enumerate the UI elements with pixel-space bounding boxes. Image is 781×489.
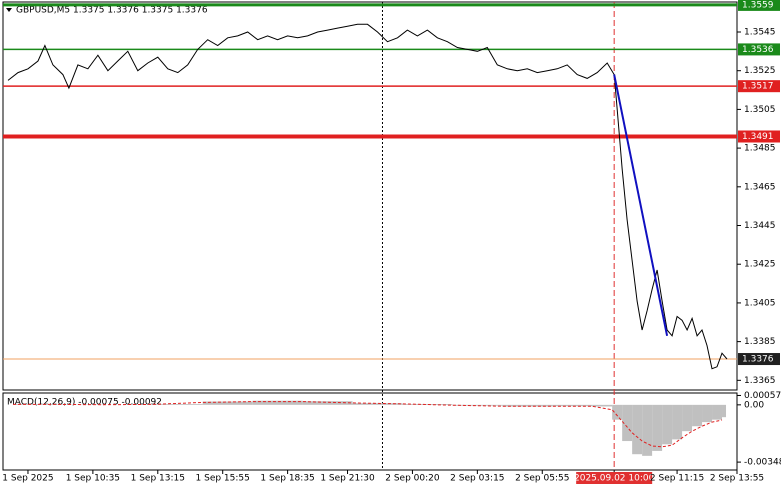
macd-bar <box>352 403 403 405</box>
y-tick-label: 1.3545 <box>744 27 776 37</box>
macd-title: MACD(12,26,9) -0.00075 -0.00092 <box>7 398 162 408</box>
x-tick-label: 1 Sep 10:35 <box>66 474 120 484</box>
title-marker <box>6 8 12 12</box>
signal-line <box>13 401 723 448</box>
x-tick-label: 1 Sep 13:15 <box>131 474 185 484</box>
y-tick-label: -0.00348 <box>744 458 781 468</box>
price-line <box>7 23 728 370</box>
y-tick-label: 1.3425 <box>744 260 776 270</box>
macd-bar <box>302 401 353 405</box>
x-tick-label: 1 Sep 2025 <box>2 474 53 484</box>
x-tick-label: 2 Sep 03:15 <box>450 474 504 484</box>
x-tick-label: 2 Sep 00:20 <box>385 474 440 484</box>
macd-bar <box>252 400 303 405</box>
macd-bar <box>652 404 663 451</box>
x-tick-label: 2 Sep 13:55 <box>710 474 764 484</box>
macd-bar <box>502 404 553 407</box>
macd-bar <box>642 404 653 456</box>
macd-bar <box>202 401 253 405</box>
y-tick-label: 1.3365 <box>744 376 776 386</box>
level-label: 1.3559 <box>742 0 774 10</box>
macd-bar <box>632 404 643 455</box>
y-tick-label: 1.3485 <box>744 144 776 154</box>
x-tick-label: 1 Sep 18:35 <box>260 474 314 484</box>
x-tick-label: 1 Sep 21:30 <box>320 474 375 484</box>
trend-line <box>613 74 669 337</box>
level-label: 1.3517 <box>742 82 774 92</box>
chart-title: GBPUSD,M5 1.3375 1.3376 1.3375 1.3376 <box>16 6 208 16</box>
y-tick-label: 1.3405 <box>744 298 776 308</box>
macd-bar <box>402 404 453 405</box>
main-panel <box>2 1 738 391</box>
x-tick-label: 2 Sep 11:15 <box>650 474 704 484</box>
level-label: 1.3376 <box>742 355 774 365</box>
level-label-box <box>738 0 780 11</box>
x-tick-label: 1 Sep 15:55 <box>196 474 250 484</box>
macd-bar <box>702 404 713 423</box>
level-label: 1.3536 <box>742 45 774 55</box>
x-tick-highlight <box>576 472 653 484</box>
x-tick-label: 2025.09.02 10:00 <box>574 474 655 484</box>
macd-bar <box>592 404 613 407</box>
macd-bar <box>12 404 53 405</box>
macd-bar <box>712 404 723 420</box>
x-tick-label: 2 Sep 05:55 <box>515 474 569 484</box>
level-label-box <box>738 353 780 366</box>
level-label: 1.3491 <box>742 132 774 142</box>
macd-bar <box>612 404 623 420</box>
level-label-box <box>738 43 780 56</box>
y-tick-label: 0.00057 <box>744 391 781 401</box>
macd-bar <box>622 404 633 442</box>
macd-bar <box>452 404 503 406</box>
macd-bar <box>672 404 683 440</box>
macd-bar <box>692 404 703 427</box>
y-tick-label: 1.3525 <box>744 66 776 76</box>
macd-bar <box>682 404 693 432</box>
y-tick-label: 1.3445 <box>744 221 776 231</box>
level-label-box <box>738 130 780 143</box>
y-tick-label: 1.3465 <box>744 182 776 192</box>
macd-bar <box>722 404 727 418</box>
macd-bar <box>552 404 593 407</box>
y-tick-label: 0.00 <box>744 400 764 410</box>
macd-bar <box>152 404 203 405</box>
level-label-box <box>738 80 780 93</box>
y-tick-label: 1.3385 <box>744 337 776 347</box>
macd-bar <box>662 404 673 445</box>
y-tick-label: 1.3505 <box>744 105 776 115</box>
